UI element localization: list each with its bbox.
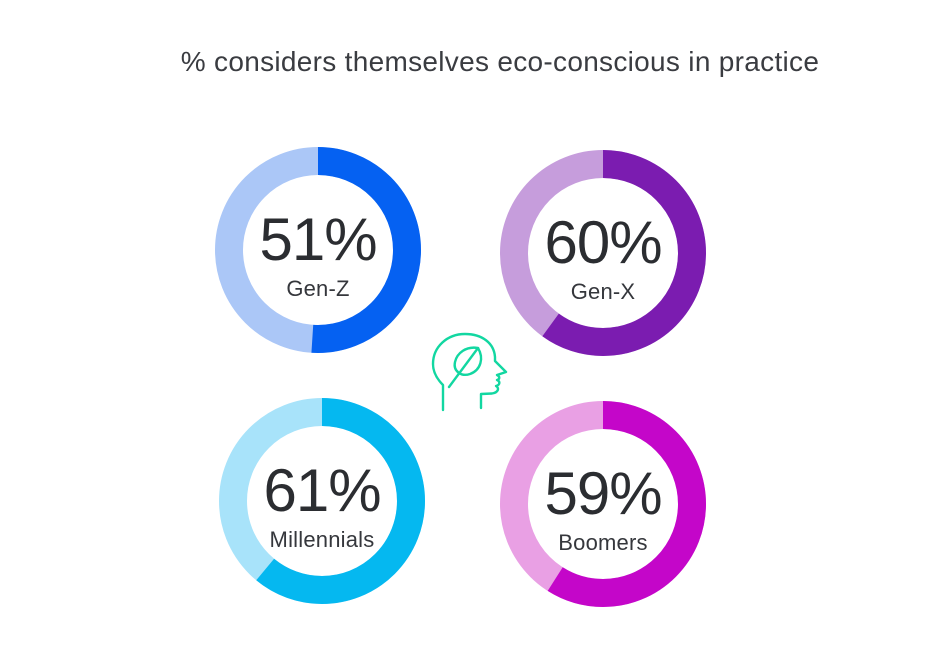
donut-chart-gen-z: 51% Gen-Z [215, 147, 421, 353]
donut-ring [215, 147, 421, 353]
donut-chart-millennials: 61% Millennials [219, 398, 425, 604]
donut-chart-boomers: 59% Boomers [500, 401, 706, 607]
donut-ring [219, 398, 425, 604]
page-title: % considers themselves eco-conscious in … [180, 46, 820, 77]
head-with-leaf-icon [431, 332, 508, 412]
donut-ring [500, 401, 706, 607]
donut-chart-gen-x: 60% Gen-X [500, 150, 706, 356]
donut-ring [500, 150, 706, 356]
